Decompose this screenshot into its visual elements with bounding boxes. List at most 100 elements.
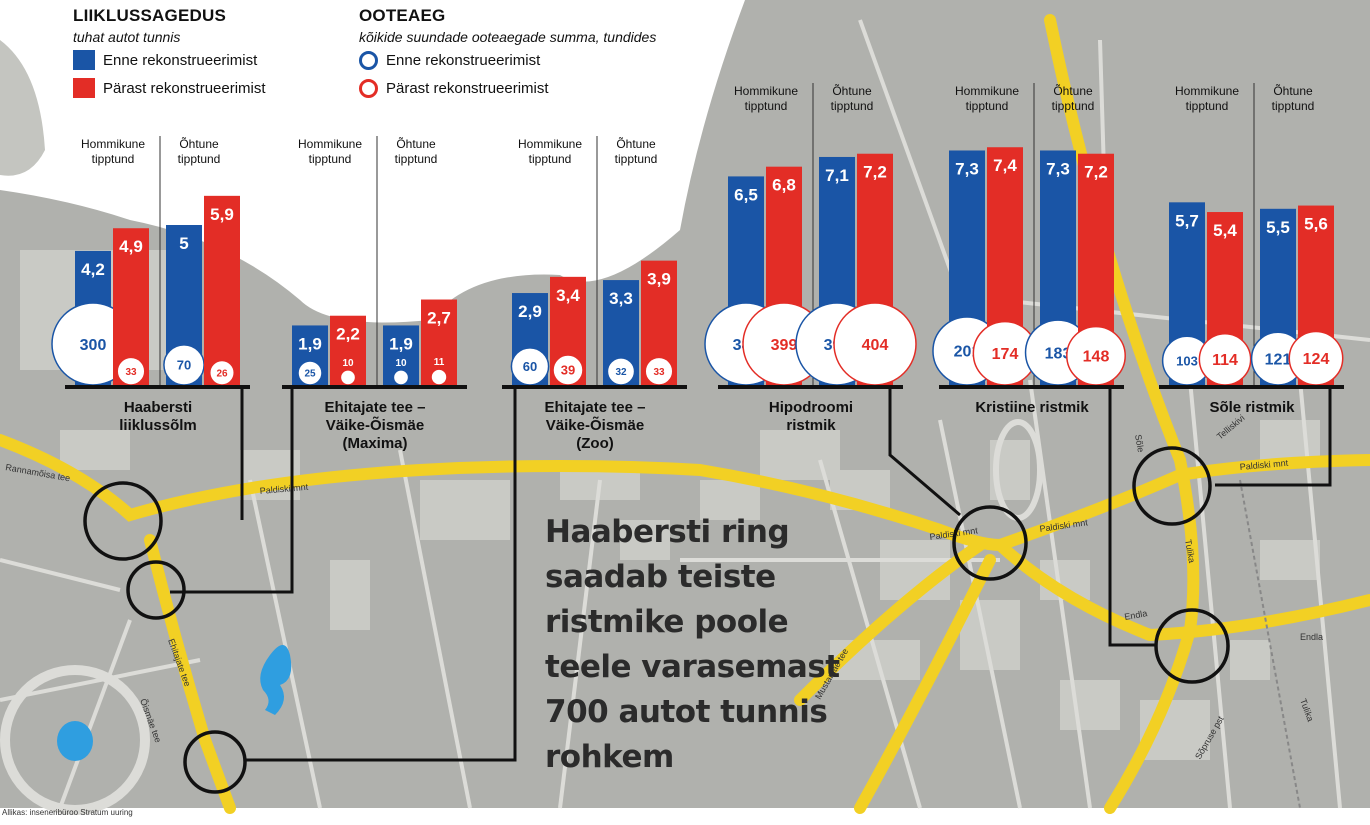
map-street-label: Paldiski mnt	[1239, 458, 1289, 472]
minor-street	[248, 479, 322, 809]
wait-value-label: 404	[862, 337, 889, 354]
bar-value-label: 7,2	[863, 163, 887, 182]
blue-circle-icon	[359, 50, 378, 70]
group-name-label: Ehitajate tee –	[545, 399, 646, 416]
bar-value-label: 1,9	[298, 334, 322, 353]
chart-group: HommikunetipptundÕhtunetipptund5,71035,4…	[1159, 83, 1344, 416]
period-label: tipptund	[178, 152, 221, 166]
legend-traffic-before-label: Enne rekonstrueerimist	[103, 51, 258, 69]
wait-circle	[430, 368, 448, 386]
map-street-label: Tulika	[1183, 539, 1197, 564]
map-block	[760, 430, 840, 480]
connector-line	[1108, 387, 1155, 647]
period-label: Õhtune	[616, 136, 656, 151]
main-road	[0, 434, 1370, 552]
legend-wait: OOTEAEG kõikide suundade ooteaegade summ…	[359, 6, 656, 101]
junction-highlight-circle	[1132, 446, 1212, 526]
wait-circle	[392, 369, 410, 386]
wait-value-label: 33	[653, 367, 665, 378]
minor-street	[1188, 379, 1232, 809]
legend-wait-title: OOTEAEG	[359, 6, 446, 25]
group-name-label: Väike-Õismäe	[546, 416, 644, 434]
main-road	[994, 539, 1370, 642]
period-label: Hommikune	[81, 137, 145, 151]
wait-circle	[1198, 333, 1252, 386]
legend-wait-after-label: Pärast rekonstrueerimist	[386, 79, 549, 97]
chart-group: HommikunetipptundÕhtunetipptund2,9603,43…	[502, 136, 687, 452]
main-road	[854, 554, 996, 814]
group-name-label: Hipodroomi	[769, 399, 853, 416]
bar-value-label: 5,5	[1266, 218, 1290, 237]
source-note: Allikas: inseneribüroo Stratum uuring	[2, 808, 133, 817]
chart-group: HommikunetipptundÕhtunetipptund7,32017,4…	[932, 83, 1126, 416]
wait-value-label: 33	[125, 367, 137, 378]
bar-value-label: 7,2	[1084, 163, 1108, 182]
map-block	[1260, 420, 1320, 460]
bar-value-label: 6,5	[734, 185, 758, 204]
connector-line	[1215, 387, 1332, 487]
minor-street	[398, 449, 472, 809]
period-label: Õhtune	[832, 83, 872, 98]
bar-value-label: 5,7	[1175, 211, 1199, 230]
wait-circle	[339, 369, 357, 386]
wait-value-label: 300	[80, 337, 107, 354]
junction-highlight-circle	[126, 560, 186, 620]
period-label: tipptund	[745, 99, 788, 113]
wait-value-label: 399	[771, 337, 798, 354]
map-street-label: Sõle	[1133, 434, 1146, 453]
map-block	[700, 480, 760, 520]
group-name-label: Sõle ristmik	[1209, 399, 1295, 416]
wait-value-label: 70	[177, 358, 191, 373]
connector-line	[170, 387, 294, 594]
wait-circle	[552, 354, 584, 386]
bar-value-label: 5,6	[1304, 215, 1328, 234]
period-label: tipptund	[831, 99, 874, 113]
period-label: Hommikune	[298, 137, 362, 151]
bar-after	[204, 195, 240, 387]
wait-value-label: 26	[216, 368, 228, 379]
chart-group: HommikunetipptundÕhtunetipptund4,23004,9…	[51, 136, 250, 434]
minor-street	[938, 419, 1022, 809]
minor-street	[1298, 379, 1342, 809]
period-label: tipptund	[1272, 99, 1315, 113]
bar-value-label: 7,3	[955, 159, 979, 178]
group-name-label: ristmik	[786, 417, 836, 434]
legend-wait-subtitle: kõikide suundade ooteaegade summa, tundi…	[359, 29, 657, 45]
legend-traffic-before: Enne rekonstrueerimist	[73, 47, 266, 73]
bar-value-label: 6,8	[772, 176, 796, 195]
headline: Haabersti ring saadab teiste ristmike po…	[545, 514, 840, 775]
period-label: tipptund	[1052, 99, 1095, 113]
period-label: Õhtune	[179, 136, 219, 151]
roundabout-district-outline	[0, 665, 150, 815]
wait-value-label: 39	[561, 363, 575, 378]
period-label: tipptund	[395, 152, 438, 166]
group-name-label: (Zoo)	[576, 435, 613, 452]
period-label: Hommikune	[734, 84, 798, 98]
group-name-label: liiklussõlm	[119, 417, 197, 434]
period-label: tipptund	[92, 152, 135, 166]
chart-group: HommikunetipptundÕhtunetipptund1,9252,21…	[282, 136, 467, 452]
map-block	[420, 480, 510, 540]
map-block	[1260, 540, 1320, 580]
legend-wait-before: Enne rekonstrueerimist	[359, 47, 656, 73]
bar-value-label: 4,2	[81, 260, 105, 279]
period-label: tipptund	[966, 99, 1009, 113]
main-road	[144, 534, 236, 814]
wait-value-label: 60	[523, 359, 537, 374]
period-label: tipptund	[309, 152, 352, 166]
group-name-label: Väike-Õismäe	[326, 416, 424, 434]
lake-icon	[260, 645, 292, 715]
wait-value-label: 10	[342, 358, 354, 369]
map-street-label: Endla	[1124, 608, 1148, 622]
wait-value-label: 121	[1265, 351, 1292, 368]
wait-value-label: 174	[992, 346, 1019, 363]
period-label: Hommikune	[955, 84, 1019, 98]
wait-value-label: 11	[434, 357, 445, 368]
bar-value-label: 5,9	[210, 205, 234, 224]
bar-value-label: 7,4	[993, 156, 1017, 175]
chart-group: HommikunetipptundÕhtunetipptund6,53856,8…	[704, 83, 917, 434]
red-circle-icon	[359, 78, 378, 98]
group-name-label: Haabersti	[124, 399, 192, 416]
